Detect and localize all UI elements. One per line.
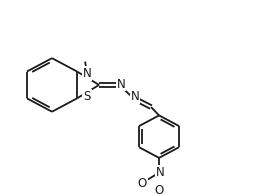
Text: N: N: [117, 78, 125, 90]
Text: N: N: [156, 166, 164, 179]
Text: O: O: [154, 184, 164, 195]
Text: S: S: [83, 90, 91, 103]
Text: N: N: [83, 67, 92, 80]
Text: O: O: [138, 177, 147, 190]
Text: N: N: [131, 90, 139, 103]
